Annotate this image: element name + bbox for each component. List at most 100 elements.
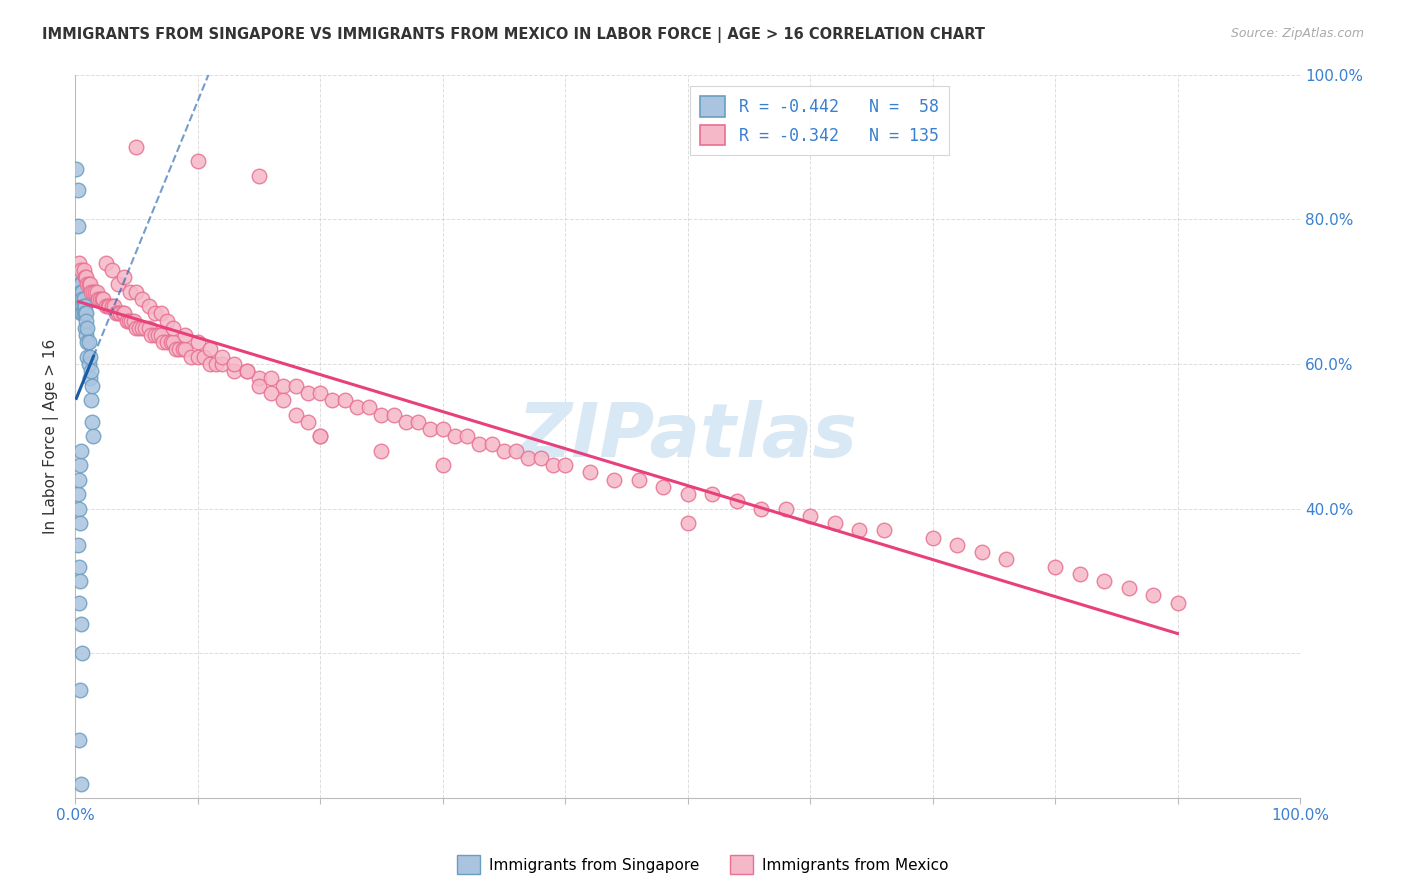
- Point: [76, 277, 98, 292]
- Point: [138, 299, 160, 313]
- Point: [69, 458, 91, 473]
- Point: [946, 538, 969, 552]
- Legend: Immigrants from Singapore, Immigrants from Mexico: Immigrants from Singapore, Immigrants fr…: [451, 849, 955, 880]
- Point: [120, 313, 142, 327]
- Point: [143, 306, 166, 320]
- Point: [115, 313, 138, 327]
- Point: [101, 263, 124, 277]
- Point: [91, 292, 114, 306]
- Point: [725, 494, 748, 508]
- Point: [872, 524, 894, 538]
- Point: [432, 422, 454, 436]
- Point: [406, 415, 429, 429]
- Point: [75, 328, 97, 343]
- Point: [69, 285, 91, 299]
- Point: [156, 313, 179, 327]
- Point: [775, 501, 797, 516]
- Point: [70, 285, 93, 299]
- Text: Source: ZipAtlas.com: Source: ZipAtlas.com: [1230, 27, 1364, 40]
- Point: [73, 306, 96, 320]
- Point: [541, 458, 564, 473]
- Point: [995, 552, 1018, 566]
- Point: [73, 299, 96, 313]
- Point: [77, 277, 100, 292]
- Point: [432, 458, 454, 473]
- Point: [91, 292, 114, 306]
- Point: [848, 524, 870, 538]
- Point: [247, 378, 270, 392]
- Point: [72, 646, 94, 660]
- Point: [65, 161, 87, 176]
- Text: ZIPatlas: ZIPatlas: [517, 400, 858, 473]
- Point: [67, 255, 90, 269]
- Point: [138, 320, 160, 334]
- Point: [111, 306, 134, 320]
- Point: [456, 429, 478, 443]
- Point: [260, 371, 283, 385]
- Point: [125, 285, 148, 299]
- Point: [66, 538, 89, 552]
- Point: [112, 270, 135, 285]
- Point: [167, 343, 190, 357]
- Point: [80, 364, 103, 378]
- Point: [554, 458, 576, 473]
- Point: [67, 559, 90, 574]
- Point: [273, 393, 295, 408]
- Point: [149, 306, 172, 320]
- Point: [70, 443, 93, 458]
- Text: IMMIGRANTS FROM SINGAPORE VS IMMIGRANTS FROM MEXICO IN LABOR FORCE | AGE > 16 CO: IMMIGRANTS FROM SINGAPORE VS IMMIGRANTS …: [42, 27, 986, 43]
- Point: [578, 466, 600, 480]
- Point: [73, 299, 96, 313]
- Point: [67, 270, 90, 285]
- Point: [70, 617, 93, 632]
- Point: [70, 277, 93, 292]
- Point: [75, 313, 97, 327]
- Point: [297, 385, 319, 400]
- Point: [652, 480, 675, 494]
- Point: [235, 364, 257, 378]
- Point: [193, 350, 215, 364]
- Y-axis label: In Labor Force | Age > 16: In Labor Force | Age > 16: [44, 339, 59, 534]
- Point: [73, 306, 96, 320]
- Point: [67, 473, 90, 487]
- Point: [69, 277, 91, 292]
- Point: [86, 285, 108, 299]
- Point: [75, 306, 97, 320]
- Point: [103, 299, 125, 313]
- Point: [66, 183, 89, 197]
- Point: [443, 429, 465, 443]
- Point: [970, 545, 993, 559]
- Point: [676, 487, 699, 501]
- Point: [162, 320, 184, 334]
- Point: [1167, 596, 1189, 610]
- Point: [82, 285, 104, 299]
- Point: [89, 292, 111, 306]
- Point: [700, 487, 723, 501]
- Point: [346, 401, 368, 415]
- Point: [309, 429, 332, 443]
- Point: [517, 450, 540, 465]
- Point: [235, 364, 257, 378]
- Point: [77, 335, 100, 350]
- Point: [107, 306, 129, 320]
- Point: [180, 350, 202, 364]
- Point: [125, 140, 148, 154]
- Point: [143, 328, 166, 343]
- Point: [69, 299, 91, 313]
- Point: [77, 357, 100, 371]
- Point: [67, 292, 90, 306]
- Point: [75, 270, 97, 285]
- Point: [72, 306, 94, 320]
- Point: [128, 320, 150, 334]
- Point: [83, 285, 105, 299]
- Point: [321, 393, 343, 408]
- Point: [69, 270, 91, 285]
- Point: [149, 328, 172, 343]
- Point: [309, 429, 332, 443]
- Point: [370, 408, 392, 422]
- Point: [112, 306, 135, 320]
- Point: [122, 313, 145, 327]
- Point: [69, 292, 91, 306]
- Point: [73, 263, 96, 277]
- Point: [76, 335, 98, 350]
